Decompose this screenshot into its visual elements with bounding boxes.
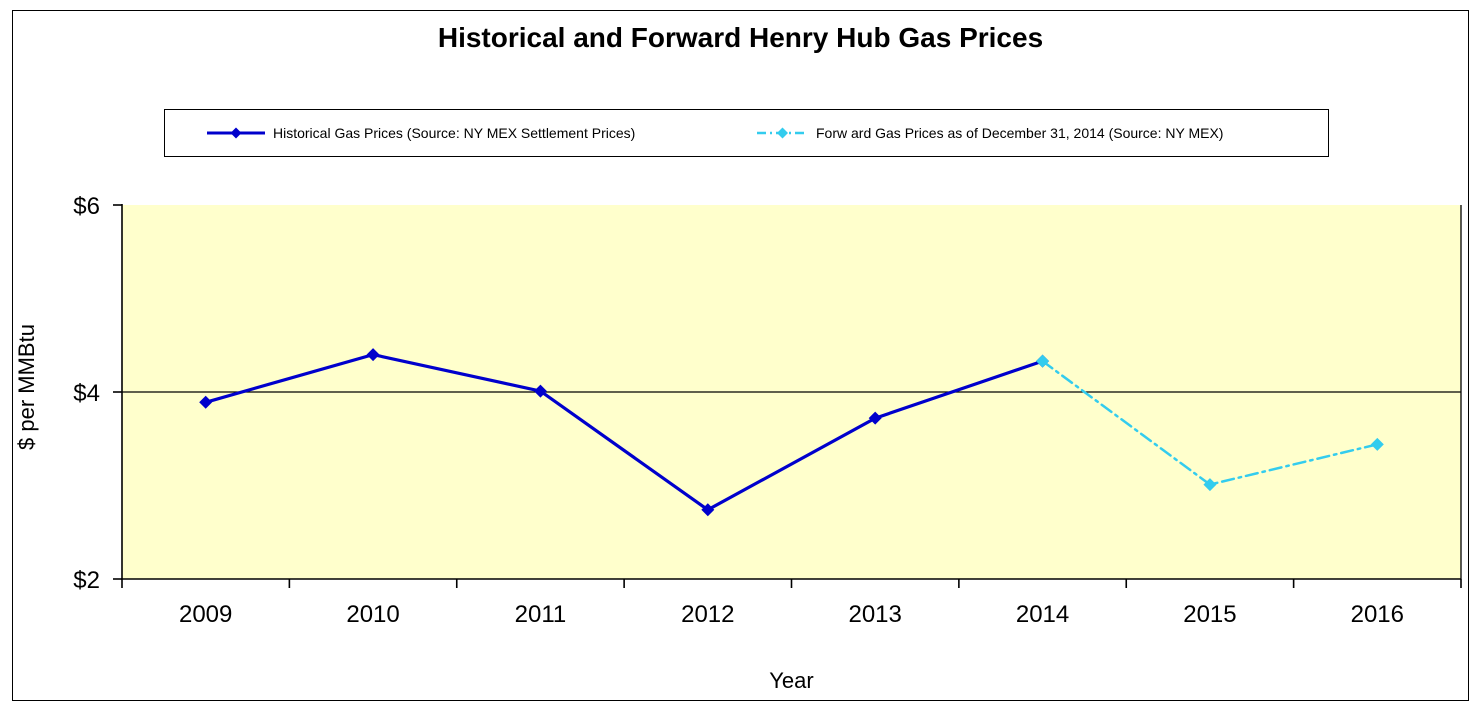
x-axis-title: Year <box>769 668 814 693</box>
x-tick-label: 2014 <box>1016 601 1069 628</box>
x-tick-label: 2012 <box>681 601 734 628</box>
chart-title: Historical and Forward Henry Hub Gas Pri… <box>437 22 1044 53</box>
forward-marker <box>1203 478 1217 492</box>
historical-line <box>204 352 1045 512</box>
forward-marker <box>1036 354 1050 368</box>
x-tick-label: 2016 <box>1351 601 1404 628</box>
historical-swatch-marker <box>230 127 242 139</box>
historical-marker <box>366 348 380 362</box>
y-axis-title: $ per MMBtu <box>14 324 39 451</box>
x-tick-label: 2009 <box>179 601 232 628</box>
legend-label-forward: Forw ard Gas Prices as of December 31, 2… <box>816 125 1224 141</box>
legend-item-forward: Forw ard Gas Prices as of December 31, 2… <box>757 110 1223 156</box>
forward-swatch-marker <box>777 127 788 139</box>
x-tick-label: 2010 <box>346 601 399 628</box>
x-tick-label: 2013 <box>848 601 901 628</box>
forward-marker <box>1370 437 1384 451</box>
x-tick-label: 2011 <box>515 601 567 628</box>
legend-label-historical: Historical Gas Prices (Source: NY MEX Se… <box>273 125 636 141</box>
y-tick-label: $2 <box>73 567 100 594</box>
legend-item-historical: Historical Gas Prices (Source: NY MEX Se… <box>207 110 635 156</box>
historical-marker <box>533 384 547 398</box>
historical-marker <box>868 411 882 425</box>
forward-line-swatch-icon <box>757 127 808 139</box>
y-tick-label: $6 <box>73 193 100 220</box>
historical-line-swatch-icon <box>207 127 265 139</box>
historical-marker <box>199 395 213 409</box>
legend: Historical Gas Prices (Source: NY MEX Se… <box>164 109 1329 157</box>
historical-marker <box>701 503 715 517</box>
x-tick-label: 2015 <box>1183 601 1236 628</box>
y-tick-label: $4 <box>73 380 100 407</box>
